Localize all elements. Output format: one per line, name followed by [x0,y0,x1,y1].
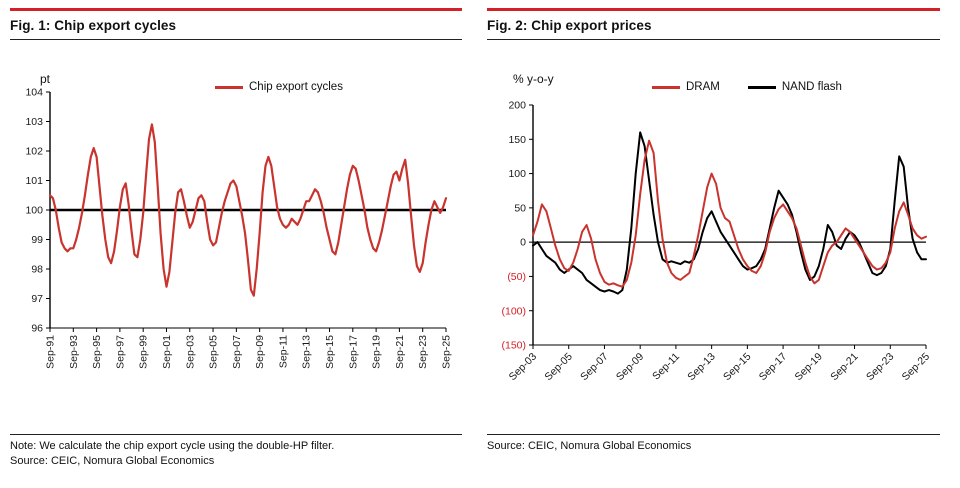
legend-line-swatch-red [215,85,243,89]
svg-text:Sep-25: Sep-25 [441,335,453,369]
svg-text:Sep-07: Sep-07 [231,335,243,369]
legend-item-dram: DRAM [652,81,720,93]
fig2-title: Fig. 2: Chip export prices [487,18,940,40]
svg-text:97: 97 [31,293,43,305]
svg-text:Sep-21: Sep-21 [828,351,861,384]
svg-text:104: 104 [25,87,43,99]
fig1-legend: Chip export cycles [215,81,343,93]
svg-text:Sep-17: Sep-17 [757,351,790,384]
legend-item-chip-export-cycles: Chip export cycles [215,81,343,93]
svg-text:Sep-21: Sep-21 [394,335,406,369]
fig1-source: Source: CEIC, Nomura Global Economics [10,454,215,467]
svg-text:Sep-17: Sep-17 [347,335,359,369]
fig2-source: Source: CEIC, Nomura Global Economics [487,440,692,452]
legend-line-swatch-nand [747,85,776,89]
svg-text:Sep-15: Sep-15 [324,335,336,369]
svg-text:Sep-23: Sep-23 [417,335,429,369]
svg-text:150: 150 [508,134,526,146]
svg-text:Sep-07: Sep-07 [578,351,611,384]
svg-text:Sep-95: Sep-95 [91,335,103,369]
svg-text:Sep-09: Sep-09 [614,351,647,384]
svg-text:Sep-91: Sep-91 [45,335,57,369]
fig2-y-axis-unit: % y-o-y [513,72,554,86]
fig1-line-chart: 96 97 98 99 100 101 102 103 104 Sep-91 Sep-93 Sep-9… [10,86,462,389]
fig2-legend: DRAM NAND flash [652,81,842,93]
svg-text:Sep-03: Sep-03 [184,335,196,369]
svg-text:Sep-09: Sep-09 [254,335,266,369]
svg-text:(50): (50) [507,271,526,283]
svg-text:Sep-23: Sep-23 [864,351,897,384]
svg-text:100: 100 [25,205,43,217]
fig1-footer: Note: We calculate the chip export cycle… [10,434,462,469]
svg-text:99: 99 [31,234,43,246]
fig1-title: Fig. 1: Chip export cycles [10,18,462,40]
fig1-panel: Fig. 1: Chip export cycles pt Chip expor… [10,8,462,469]
legend-label-chip-export-cycles: Chip export cycles [249,81,343,93]
svg-text:Sep-05: Sep-05 [542,351,575,384]
svg-text:Sep-19: Sep-19 [793,351,826,384]
svg-text:Sep-11: Sep-11 [650,351,682,383]
svg-text:Sep-99: Sep-99 [138,335,150,369]
svg-text:Sep-01: Sep-01 [161,335,173,369]
fig2-top-accent-rule [487,8,940,11]
svg-text:101: 101 [25,175,43,187]
svg-text:Sep-93: Sep-93 [68,335,80,369]
svg-text:Sep-25: Sep-25 [900,351,933,384]
legend-line-swatch-dram [652,85,680,89]
legend-label-dram: DRAM [686,81,720,93]
svg-text:Sep-15: Sep-15 [721,351,754,384]
svg-text:Sep-97: Sep-97 [114,335,126,369]
svg-text:(150): (150) [501,340,526,352]
svg-text:Sep-03: Sep-03 [507,351,540,384]
fig1-top-accent-rule [10,8,462,11]
svg-text:98: 98 [31,264,43,276]
svg-text:Sep-19: Sep-19 [371,335,383,369]
fig1-y-axis-unit: pt [40,72,51,86]
fig1-note: Note: We calculate the chip export cycle… [10,440,335,452]
fig2-chart-header: % y-o-y DRAM NAND flash [487,68,940,93]
fig2-footer: Source: CEIC, Nomura Global Economics [487,434,940,454]
svg-text:102: 102 [25,146,43,158]
svg-text:103: 103 [25,116,43,128]
svg-text:96: 96 [31,323,43,335]
svg-text:Sep-13: Sep-13 [685,351,718,384]
svg-text:Sep-11: Sep-11 [277,335,289,368]
svg-text:Sep-13: Sep-13 [301,335,313,369]
svg-text:Sep-05: Sep-05 [208,335,220,369]
svg-text:0: 0 [520,237,526,249]
legend-label-nand-flash: NAND flash [781,81,842,93]
fig2-line-chart: (150) (100) (50) 0 50 100 150 200 Sep-03 Sep-05 Se… [487,86,940,389]
svg-text:50: 50 [514,202,526,214]
svg-text:(100): (100) [501,305,526,317]
legend-item-nand-flash: NAND flash [747,81,842,93]
fig2-panel: Fig. 2: Chip export prices % y-o-y DRAM … [487,8,940,454]
svg-text:100: 100 [508,168,526,180]
svg-text:200: 200 [508,100,526,112]
fig1-chart-header: pt Chip export cycles [10,68,462,93]
